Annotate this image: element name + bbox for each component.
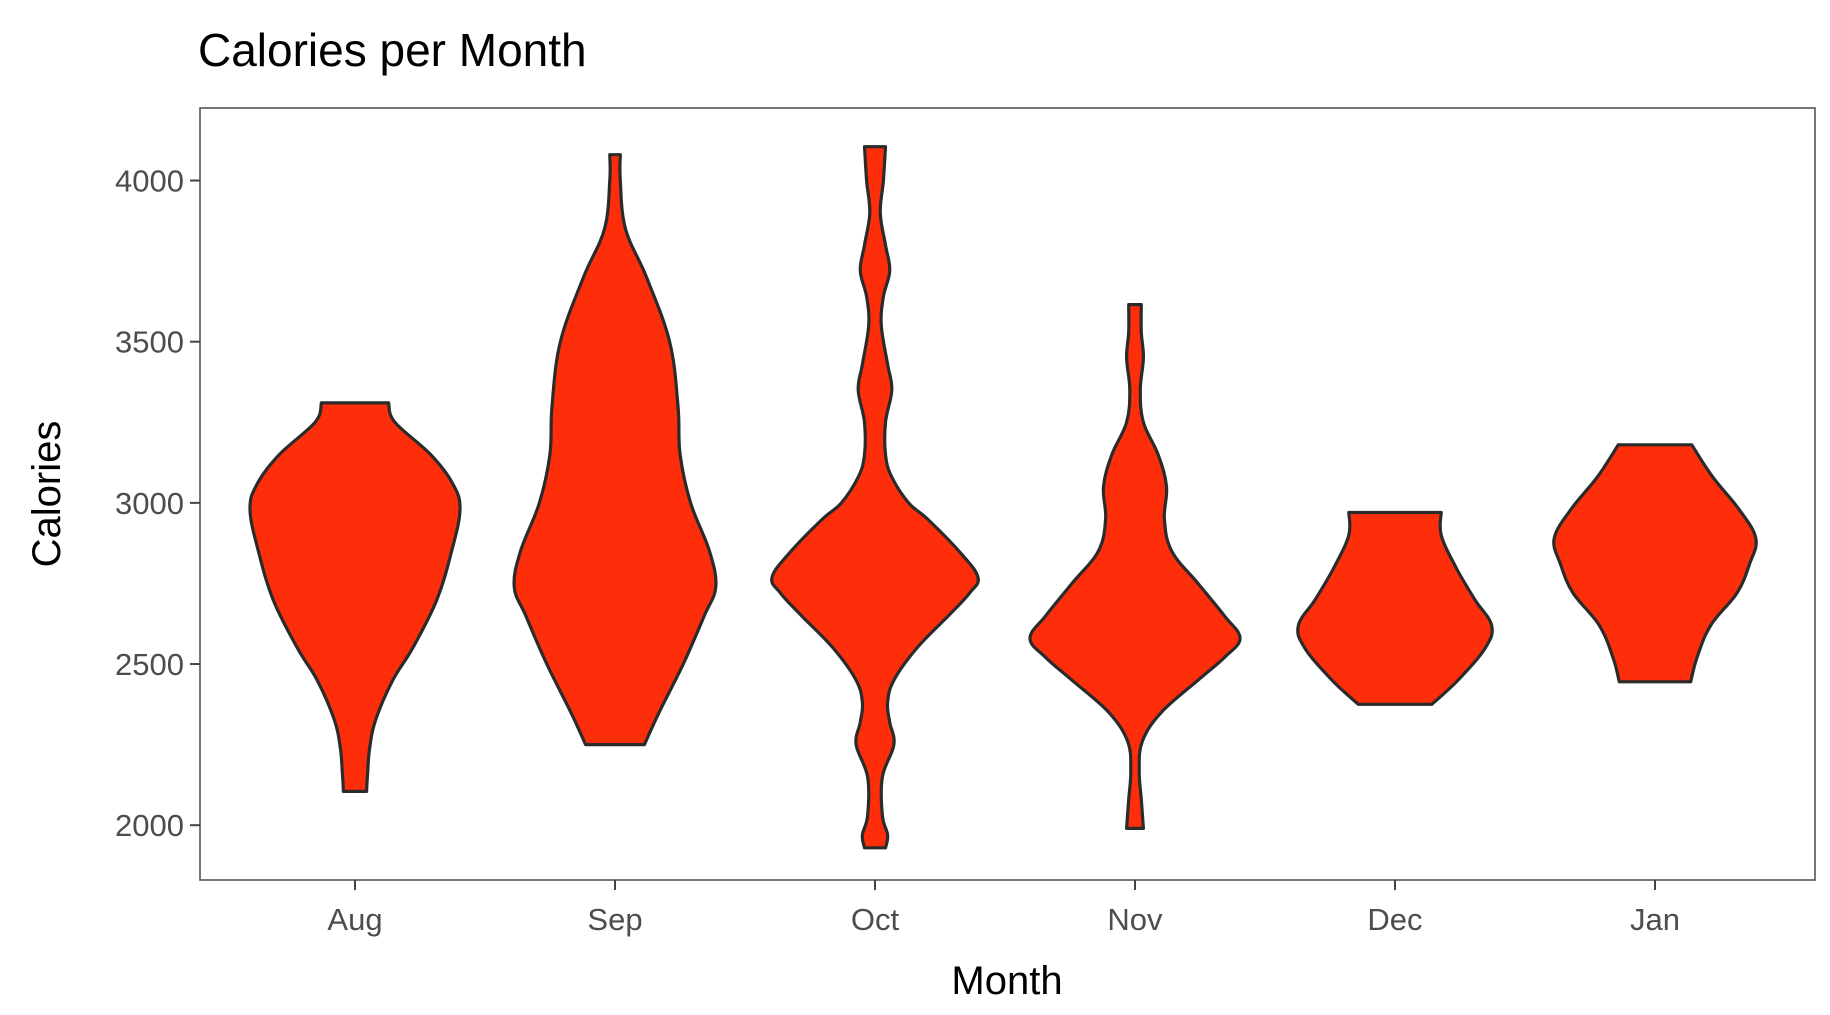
x-tick-label-sep: Sep (587, 902, 642, 937)
y-tick-label-2000: 2000 (115, 808, 184, 843)
y-tick-label-3000: 3000 (115, 486, 184, 521)
y-tick-label-4000: 4000 (115, 164, 184, 199)
y-tick-label-3500: 3500 (115, 325, 184, 360)
y-tick-label-2500: 2500 (115, 647, 184, 682)
violin-jan (1552, 443, 1758, 684)
x-tick-label-dec: Dec (1367, 902, 1422, 937)
x-tick-label-jan: Jan (1630, 902, 1680, 937)
chart-title: Calories per Month (198, 24, 587, 76)
x-axis-title: Month (951, 959, 1062, 1003)
violin-oct (770, 145, 980, 850)
violin-aug (248, 401, 462, 793)
plot-panel (199, 107, 1816, 881)
y-axis: 2000 2500 3000 3500 4000 (115, 164, 200, 843)
violin-group (248, 145, 1758, 850)
violin-dec (1296, 510, 1494, 706)
x-tick-label-nov: Nov (1107, 902, 1163, 937)
y-axis-title: Calories (25, 421, 69, 568)
violin-nov (1028, 303, 1242, 830)
x-tick-label-aug: Aug (327, 902, 382, 937)
x-axis: Aug Sep Oct Nov Dec Jan (327, 880, 1680, 937)
violin-sep (512, 153, 718, 747)
x-tick-label-oct: Oct (851, 902, 900, 937)
